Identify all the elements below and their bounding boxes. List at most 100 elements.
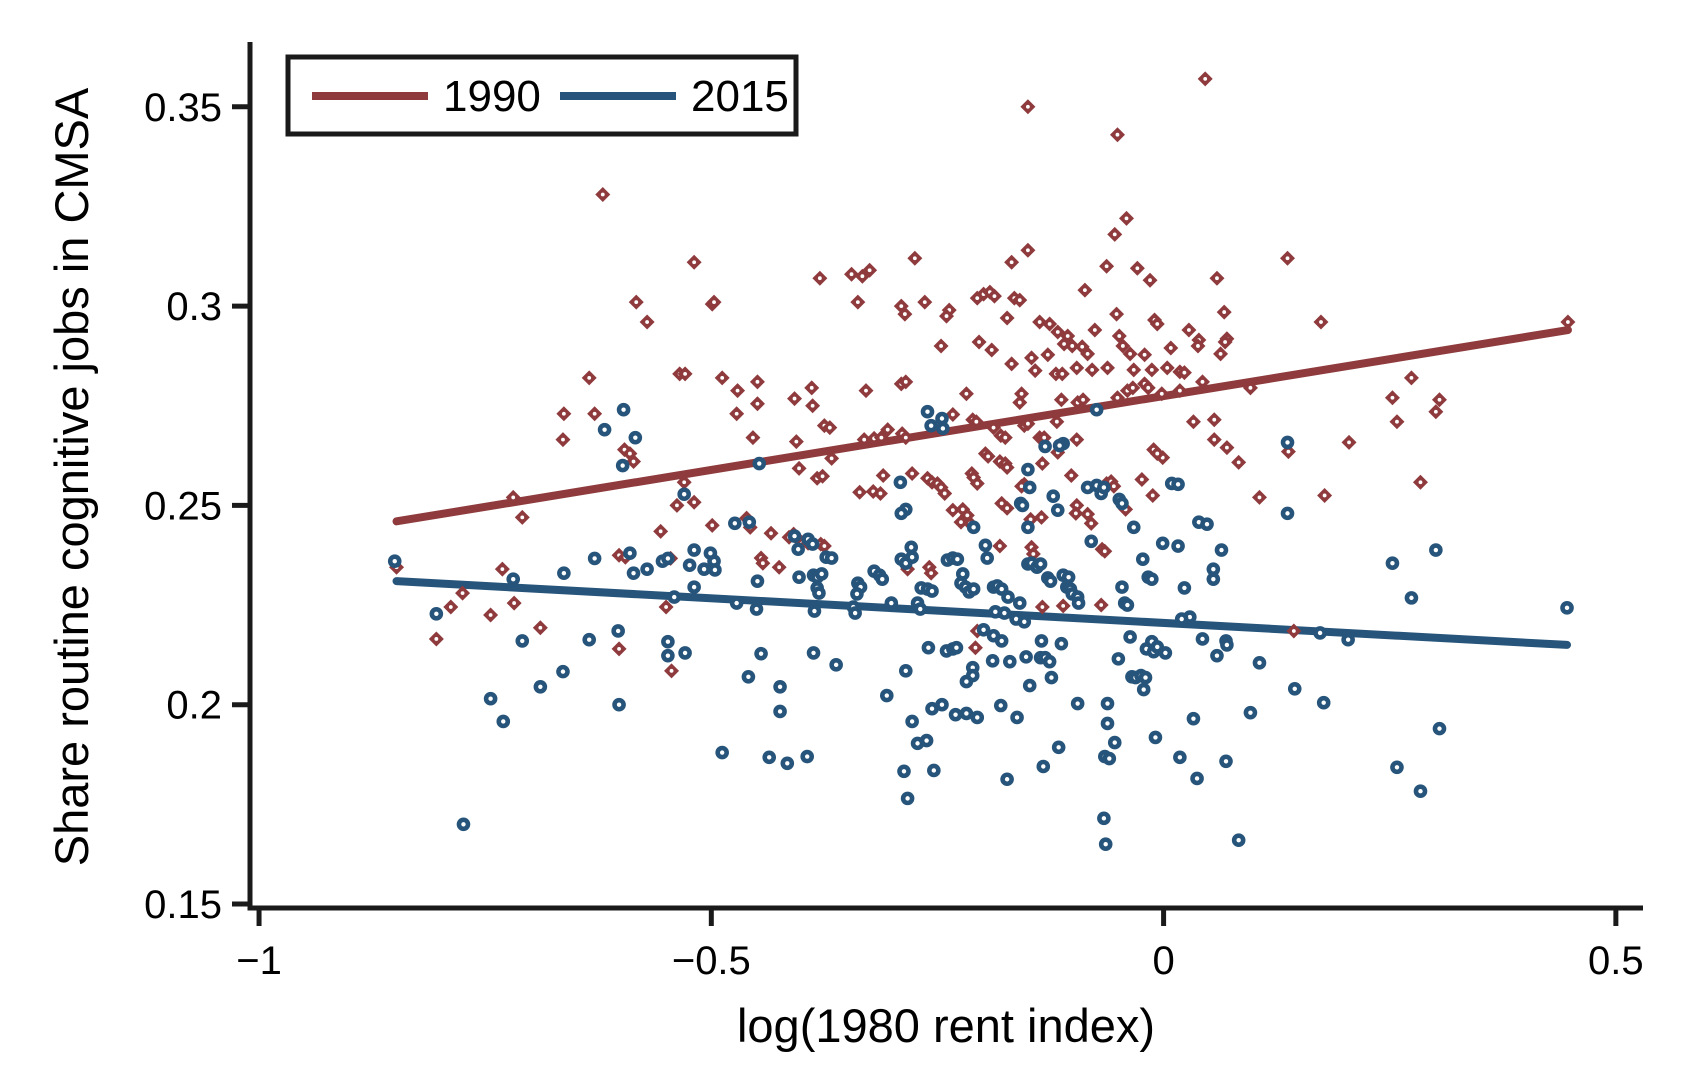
marker-center-dot [1191, 716, 1196, 721]
marker-center-dot [1149, 576, 1155, 582]
marker-center-dot [974, 419, 979, 424]
marker-center-dot [1090, 367, 1095, 372]
x-tick-label: −1 [236, 939, 282, 983]
marker-center-dot [1433, 547, 1439, 553]
marker-center-dot [977, 340, 981, 344]
marker-center-dot [1119, 501, 1125, 506]
marker-center-dot [1092, 328, 1097, 332]
marker-center-dot [1194, 776, 1200, 781]
marker-center-dot [989, 348, 994, 352]
x-axis-title: log(1980 rent index) [737, 999, 1155, 1052]
marker-center-dot [1085, 352, 1090, 356]
marker-center-dot [1155, 644, 1160, 650]
marker-center-dot [795, 547, 801, 552]
marker-center-dot [1160, 455, 1165, 460]
marker-center-dot [959, 520, 963, 525]
marker-center-dot [1089, 539, 1094, 544]
marker-center-dot [1248, 385, 1253, 390]
marker-center-dot [1124, 216, 1129, 221]
marker-center-dot [711, 559, 717, 564]
marker-center-dot [1049, 675, 1054, 680]
marker-center-dot [1104, 264, 1109, 269]
marker-center-dot [975, 296, 980, 301]
marker-center-dot [975, 715, 980, 720]
marker-center-dot [1319, 320, 1323, 324]
marker-center-dot [645, 320, 649, 324]
marker-center-dot [488, 613, 493, 617]
marker-center-dot [971, 475, 976, 480]
marker-center-dot [664, 605, 668, 609]
marker-center-dot [1042, 444, 1048, 449]
marker-center-dot [950, 412, 955, 417]
marker-center-dot [1099, 603, 1104, 607]
marker-center-dot [644, 566, 650, 572]
marker-center-dot [1005, 316, 1010, 320]
marker-center-dot [1005, 506, 1010, 511]
marker-center-dot [1321, 700, 1326, 705]
marker-center-dot [999, 638, 1004, 644]
marker-center-dot [587, 375, 592, 380]
marker-center-dot [602, 427, 607, 432]
marker-center-dot [615, 628, 621, 634]
marker-center-dot [1055, 507, 1060, 513]
marker-center-dot [990, 658, 995, 664]
marker-center-dot [628, 451, 632, 456]
marker-center-dot [1054, 419, 1059, 424]
marker-center-dot [922, 300, 927, 305]
marker-center-dot [1085, 512, 1090, 517]
marker-center-dot [520, 515, 525, 520]
marker-center-dot [683, 371, 687, 376]
marker-center-dot [1056, 745, 1061, 750]
marker-center-dot [812, 608, 817, 614]
marker-center-dot [1019, 484, 1024, 489]
marker-center-dot [720, 375, 725, 380]
marker-center-dot [1094, 407, 1099, 412]
marker-center-dot [592, 411, 597, 416]
marker-center-dot [617, 647, 621, 651]
marker-center-dot [1141, 687, 1146, 692]
marker-center-dot [1017, 298, 1022, 303]
marker-center-dot [1191, 419, 1196, 424]
marker-center-dot [631, 570, 636, 576]
marker-center-dot [769, 531, 773, 536]
series-2015 [387, 402, 1574, 852]
marker-center-dot [975, 481, 980, 486]
marker-center-dot [792, 533, 797, 539]
marker-center-dot [939, 416, 945, 421]
marker-center-dot [939, 485, 943, 490]
marker-center-dot [511, 576, 516, 582]
marker-center-dot [964, 711, 969, 716]
marker-center-dot [1048, 578, 1053, 584]
marker-center-dot [898, 480, 903, 485]
marker-center-dot [1101, 485, 1107, 490]
marker-center-dot [1140, 557, 1145, 562]
marker-center-dot [964, 391, 969, 396]
marker-center-dot [1409, 375, 1414, 380]
marker-center-dot [960, 507, 965, 512]
marker-center-dot [735, 388, 740, 393]
marker-center-dot [1107, 756, 1112, 761]
marker-center-dot [1014, 715, 1020, 720]
marker-center-dot [999, 586, 1004, 592]
marker-center-dot [631, 459, 636, 464]
marker-center-dot [777, 565, 782, 570]
marker-center-dot [998, 703, 1003, 708]
marker-center-dot [434, 637, 439, 641]
marker-center-dot [1196, 519, 1202, 525]
marker-center-dot [1009, 260, 1014, 265]
marker-center-dot [1285, 511, 1290, 516]
marker-center-dot [672, 594, 677, 600]
marker-center-dot [822, 544, 827, 548]
marker-center-dot [929, 571, 934, 576]
marker-center-dot [971, 525, 976, 530]
marker-center-dot [1131, 525, 1136, 530]
marker-center-dot [910, 471, 915, 476]
marker-center-dot [1128, 352, 1133, 356]
marker-center-dot [965, 513, 970, 518]
marker-center-dot [889, 600, 894, 606]
marker-center-dot [621, 407, 626, 412]
marker-center-dot [1130, 385, 1135, 390]
marker-center-dot [1022, 619, 1027, 624]
marker-center-dot [1002, 610, 1007, 616]
marker-center-dot [622, 447, 627, 452]
